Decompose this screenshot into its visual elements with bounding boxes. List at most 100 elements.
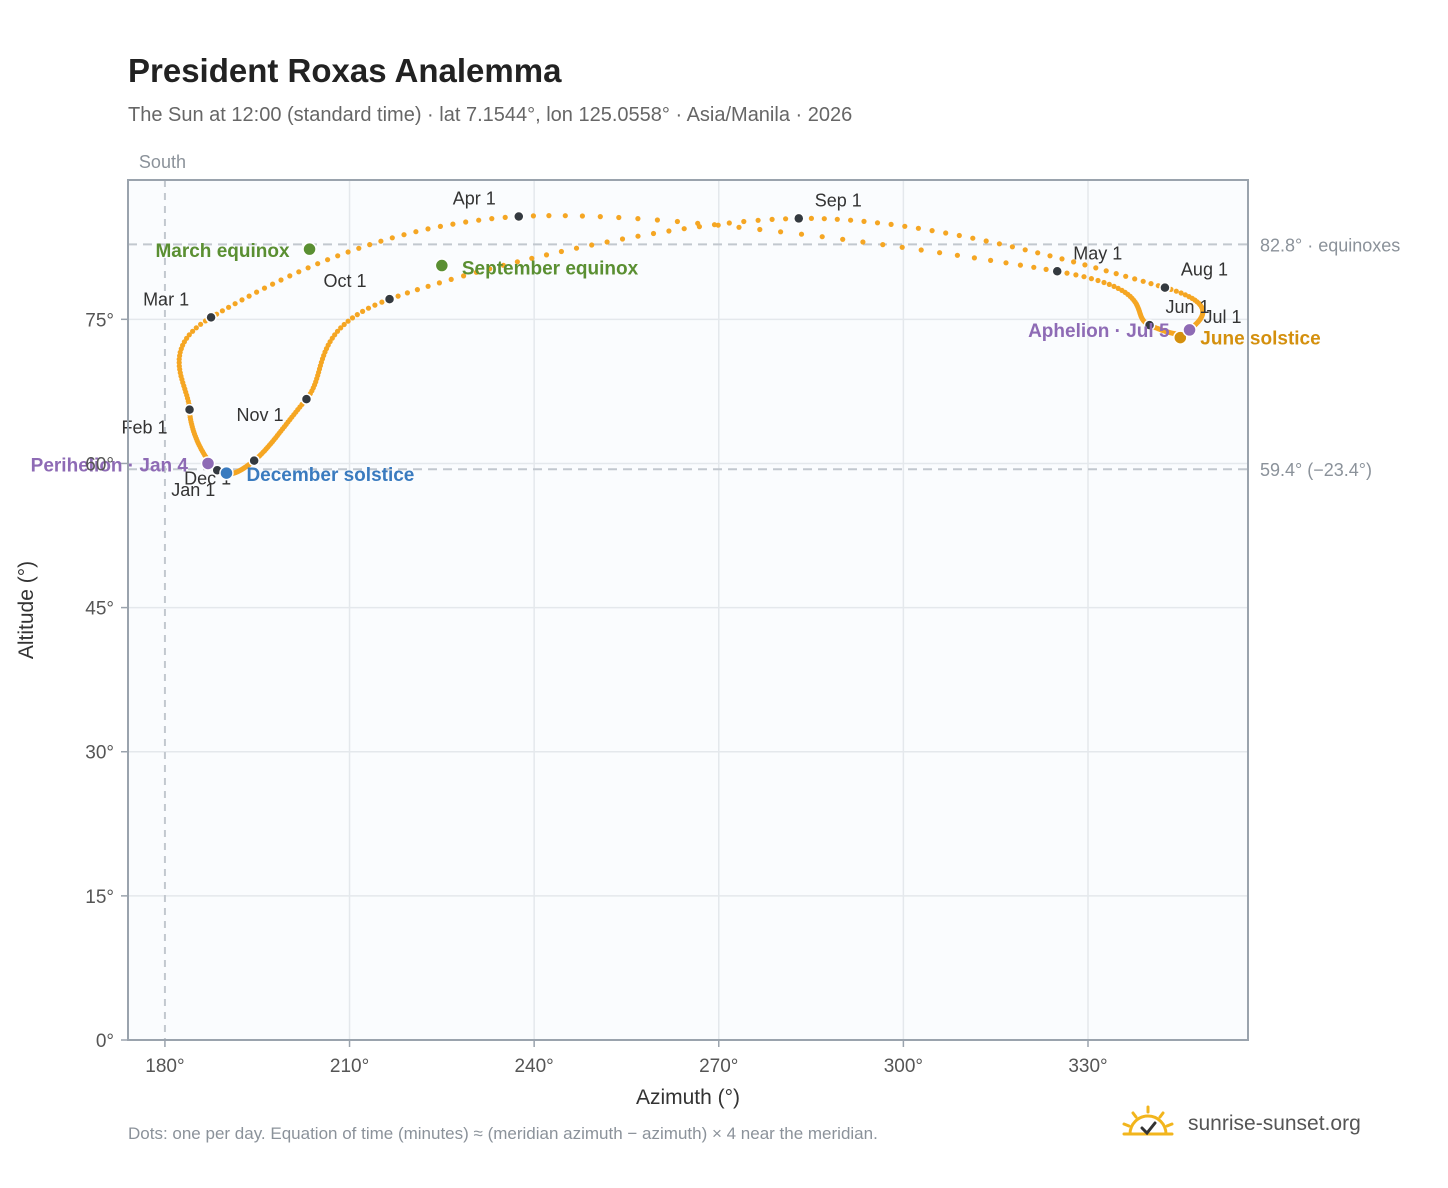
daily-sun-dot (278, 277, 284, 283)
daily-sun-dot (198, 321, 204, 327)
daily-sun-dot (604, 239, 610, 245)
x-tick-label: 270° (699, 1056, 738, 1077)
daily-sun-dot (1095, 277, 1101, 284)
daily-sun-dot (1081, 274, 1087, 280)
daily-sun-dot (546, 213, 552, 219)
y-axis-label: Altitude (°) (15, 561, 38, 659)
daily-sun-dot (808, 215, 815, 221)
event-label: September equinox (462, 259, 639, 280)
axis-ticks: 180° 210° 240° 270° 300° 330° 0° 15° 30° 45° 60° 75… (85, 310, 1107, 1077)
daily-sun-dot (349, 315, 356, 321)
month-label: May 1 (1073, 243, 1122, 263)
y-tick-label: 15° (85, 887, 114, 908)
daily-sun-dot (378, 238, 384, 244)
daily-sun-dot (395, 293, 401, 299)
daily-sun-dot (821, 216, 827, 222)
daily-sun-dot (860, 239, 866, 245)
brand: sunrise-sunset.org (1120, 1100, 1361, 1148)
daily-sun-dot (450, 221, 456, 227)
event-label: December solstice (246, 465, 414, 486)
brand-name: sunrise-sunset.org (1188, 1112, 1361, 1135)
daily-sun-dot (315, 261, 321, 267)
daily-sun-dot (783, 216, 789, 222)
daily-sun-dot (463, 219, 469, 225)
daily-sun-dot (1123, 273, 1129, 279)
daily-sun-dot (918, 247, 924, 253)
daily-sun-dot (254, 289, 260, 295)
daily-sun-dot (650, 230, 657, 237)
daily-sun-dot (654, 217, 661, 223)
daily-sun-dot (543, 252, 550, 258)
plot-area (128, 180, 1248, 1040)
daily-sun-dot (270, 281, 276, 287)
daily-sun-dot (1106, 281, 1112, 287)
gridlines (128, 180, 1248, 1040)
y-tick-label: 60° (85, 454, 114, 475)
daily-sun-dot (915, 225, 922, 231)
daily-sun-dot (413, 229, 419, 235)
month-marker (300, 393, 313, 405)
daily-sun-dot (635, 216, 641, 222)
x-tick-label: 300° (884, 1056, 923, 1077)
daily-sun-dot (219, 308, 225, 314)
event-label: March equinox (155, 241, 290, 262)
daily-sun-dot (1017, 262, 1024, 268)
month-marker (793, 212, 805, 225)
month-label: Sep 1 (815, 190, 862, 210)
daily-sun-dot (1022, 247, 1028, 253)
daily-sun-dot (1088, 276, 1094, 282)
month-label: Mar 1 (143, 289, 189, 309)
daily-sun-dot (502, 214, 508, 220)
y-tick-label: 75° (85, 310, 114, 331)
event-marker (219, 465, 234, 481)
daily-sun-dot (1043, 266, 1049, 272)
daily-sun-dot (345, 318, 351, 324)
month-marker (205, 311, 217, 324)
month-marker (183, 403, 196, 416)
daily-sun-dot (840, 236, 846, 242)
month-label: Apr 1 (453, 189, 496, 209)
daily-sun-dot (819, 234, 825, 240)
daily-sun-dot (1148, 281, 1154, 287)
daily-sun-dot (681, 226, 687, 232)
daily-sun-dot (261, 285, 268, 291)
daily-sun-dot (573, 245, 580, 251)
daily-sun-dot (500, 262, 506, 268)
reference-line-label: 59.4° (−23.4°) (1260, 460, 1372, 480)
daily-sun-dot (186, 332, 192, 338)
daily-sun-dot (1182, 292, 1188, 298)
daily-sun-dot (1178, 290, 1184, 296)
month-label: Feb 1 (122, 418, 168, 438)
daily-sun-dot (996, 241, 1003, 247)
daily-sun-dot (778, 229, 784, 235)
daily-sun-dot (530, 213, 537, 219)
daily-sun-dot (514, 259, 521, 265)
daily-sun-dot (970, 235, 976, 241)
daily-sun-dot (414, 287, 420, 293)
daily-sun-dot (487, 266, 493, 272)
event-marker (434, 258, 450, 273)
daily-sun-dot (1082, 262, 1088, 268)
x-axis-label: Azimuth (°) (636, 1086, 740, 1109)
daily-sun-dot (425, 226, 431, 232)
daily-sun-dot (305, 265, 311, 271)
daily-sun-dot (476, 217, 482, 223)
daily-sun-dot (902, 223, 908, 229)
daily-sun-dot (367, 242, 373, 248)
month-marker (383, 293, 396, 305)
daily-sun-dot (741, 218, 747, 225)
event-marker (200, 456, 216, 471)
daily-sun-dot (184, 335, 190, 341)
month-label: Jan 1 (171, 480, 215, 500)
y-tick-label: 30° (85, 743, 114, 764)
daily-sun-dot (597, 214, 603, 220)
daily-sun-dot (1031, 264, 1037, 270)
daily-sun-dot (360, 308, 366, 314)
reference-line-label: 82.8° · equinoxes (1260, 235, 1400, 255)
daily-sun-dot (635, 233, 641, 239)
meridian-label: South (139, 152, 186, 172)
y-tick-label: 0° (96, 1031, 114, 1052)
daily-sun-dot (226, 304, 232, 310)
daily-sun-dot (232, 301, 238, 307)
daily-sun-dot (1093, 265, 1099, 271)
